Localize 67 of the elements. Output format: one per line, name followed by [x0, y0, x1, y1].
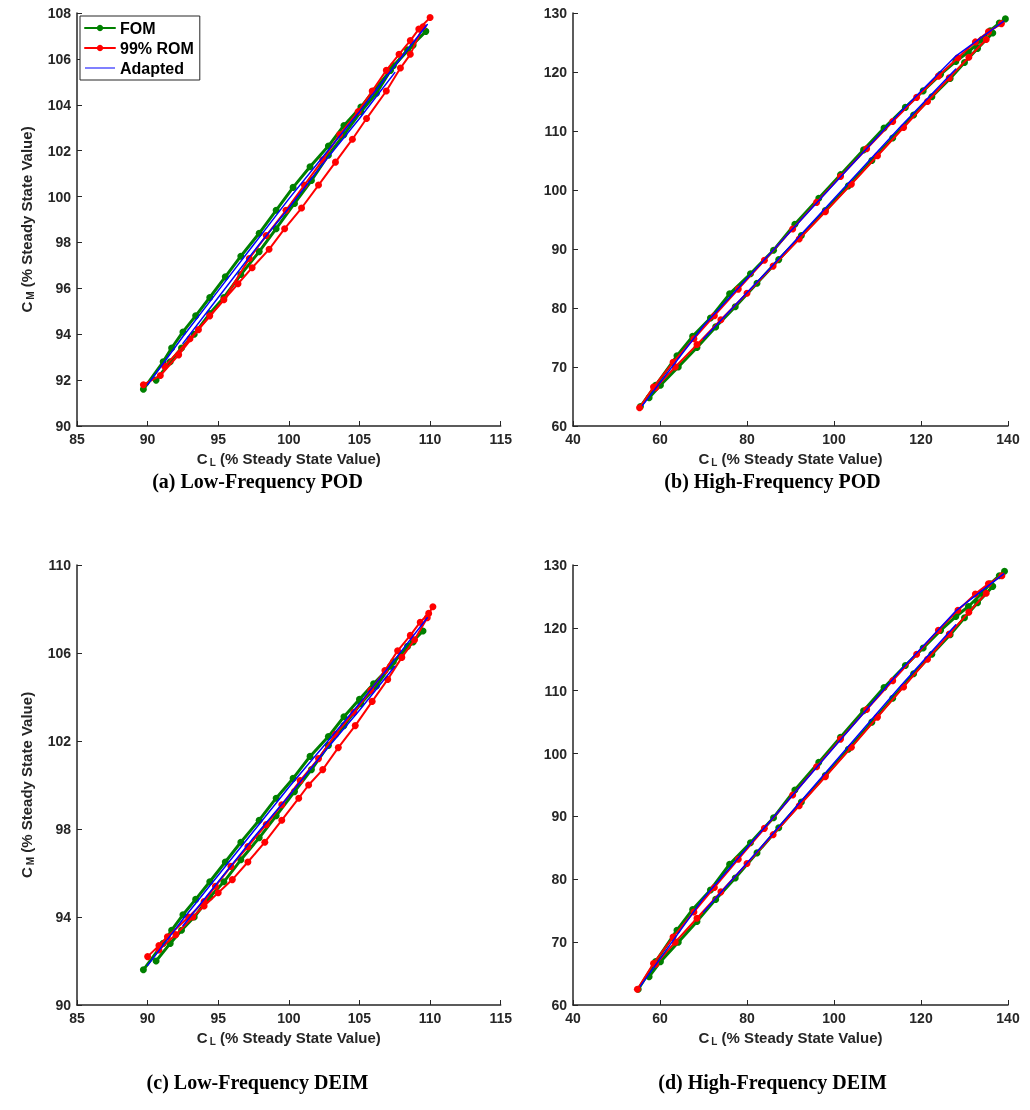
y-tick-label: 106 — [47, 50, 72, 67]
legend-label: 99% ROM — [120, 39, 194, 57]
x-tick-label: 95 — [210, 1010, 227, 1026]
x-tick-label: 105 — [347, 431, 372, 447]
x-tick-label: 60 — [652, 431, 668, 447]
x-tick-label: 110 — [418, 431, 442, 447]
x-tick-label: 105 — [347, 1010, 372, 1026]
y-tick-label: 70 — [551, 934, 568, 951]
y-tick-label: 120 — [543, 64, 568, 80]
y-tick-label: 94 — [55, 326, 72, 343]
x-tick-label: 85 — [69, 431, 85, 447]
y-tick-label: 102 — [47, 142, 72, 159]
x-tick-label: 40 — [565, 1010, 581, 1026]
x-tick-label: 40 — [565, 431, 581, 447]
y-tick-label: 70 — [551, 359, 568, 375]
x-tick-label: 100 — [822, 1010, 846, 1026]
y-axis-title: CM (% Steady State Value) — [18, 691, 36, 879]
x-tick-label: 90 — [139, 431, 156, 447]
x-tick-label: 60 — [652, 1010, 668, 1026]
x-tick-label: 85 — [69, 1010, 85, 1026]
y-tick-label: 94 — [55, 909, 72, 925]
y-tick-label: 100 — [47, 188, 72, 205]
y-tick-label: 90 — [55, 418, 72, 434]
x-tick-label: 90 — [139, 1010, 156, 1026]
y-tick-label: 60 — [551, 997, 568, 1013]
y-tick-label: 92 — [55, 372, 72, 389]
y-tick-label: 96 — [55, 280, 72, 297]
legend-label: Adapted — [120, 59, 184, 77]
y-tick-label: 80 — [551, 871, 568, 888]
y-tick-label: 130 — [543, 557, 568, 573]
x-tick-label: 120 — [909, 1010, 933, 1026]
text: (a) Low-Frequency POD — [152, 470, 363, 493]
y-tick-label: 108 — [47, 5, 72, 21]
x-tick-label: 140 — [996, 1010, 1020, 1026]
x-tick-label: 110 — [418, 1010, 442, 1026]
y-tick-label: 90 — [55, 997, 72, 1013]
y-tick-label: 90 — [551, 808, 568, 825]
y-tick-label: 98 — [55, 234, 72, 251]
y-tick-label: 110 — [544, 123, 568, 139]
y-tick-label: 80 — [551, 300, 568, 316]
y-tick-label: 110 — [48, 557, 72, 573]
y-tick-label: 106 — [47, 645, 72, 661]
x-tick-label: 115 — [489, 431, 513, 447]
y-tick-label: 98 — [55, 821, 72, 837]
y-tick-label: 102 — [47, 733, 72, 749]
text: (c) Low-Frequency DEIM — [146, 1071, 369, 1094]
x-tick-label: 115 — [489, 1010, 513, 1026]
text: (b) High-Frequency POD — [664, 470, 881, 493]
x-tick-label: 100 — [277, 431, 301, 447]
y-tick-label: 90 — [551, 241, 568, 257]
y-tick-label: 100 — [543, 745, 568, 762]
y-axis-title: CM (% Steady State Value) — [18, 126, 36, 313]
x-tick-label: 140 — [996, 431, 1020, 447]
text: (d) High-Frequency DEIM — [658, 1071, 887, 1094]
x-tick-label: 100 — [277, 1010, 301, 1026]
y-tick-label: 120 — [543, 619, 568, 636]
y-tick-label: 60 — [551, 418, 568, 434]
y-tick-label: 104 — [47, 96, 72, 113]
y-tick-label: 100 — [543, 182, 568, 198]
y-tick-label: 130 — [543, 5, 568, 21]
x-tick-label: 120 — [909, 431, 933, 447]
x-tick-label: 80 — [739, 1010, 755, 1026]
x-tick-label: 100 — [822, 431, 846, 447]
y-tick-label: 110 — [544, 682, 568, 699]
x-tick-label: 80 — [739, 431, 755, 447]
x-tick-label: 95 — [210, 431, 227, 447]
legend-label: FOM — [120, 19, 156, 37]
